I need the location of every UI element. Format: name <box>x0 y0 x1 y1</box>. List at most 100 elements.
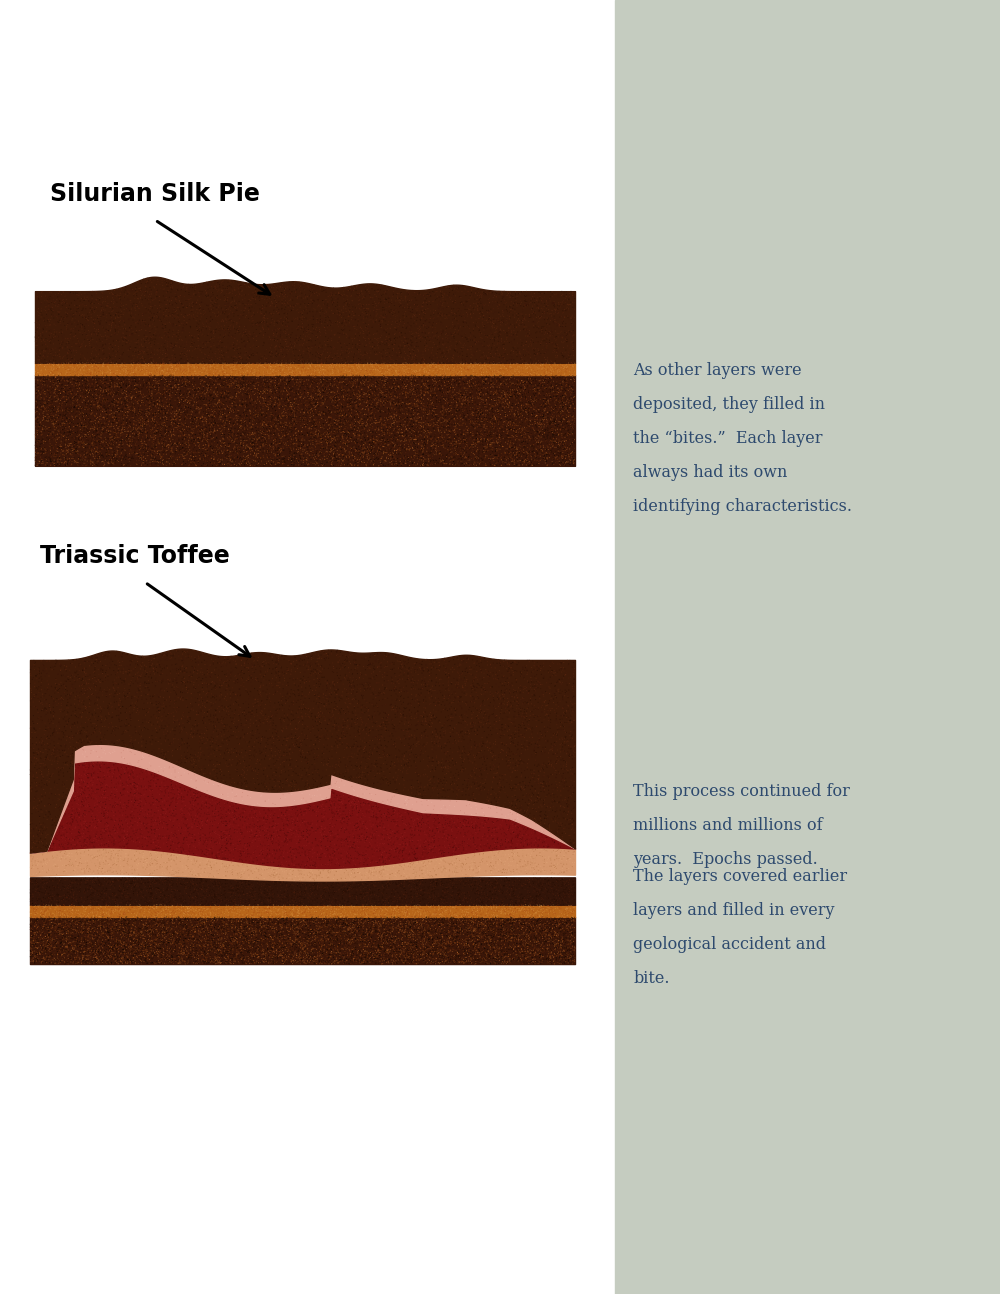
Point <box>244 844 260 864</box>
Point <box>112 314 128 335</box>
Point <box>24 855 40 876</box>
Point <box>143 906 159 927</box>
Point <box>511 905 527 925</box>
Point <box>197 938 213 959</box>
Point <box>152 357 168 378</box>
Point <box>114 365 130 386</box>
Point <box>314 917 330 938</box>
Point <box>81 411 97 432</box>
Point <box>130 690 146 710</box>
Point <box>479 441 495 462</box>
Point <box>73 870 89 890</box>
Point <box>496 925 512 946</box>
Point <box>69 405 85 426</box>
Point <box>411 907 427 928</box>
Point <box>295 770 311 791</box>
Point <box>178 696 194 717</box>
Point <box>281 823 297 844</box>
Point <box>237 951 253 972</box>
Point <box>423 399 439 419</box>
Point <box>88 941 104 961</box>
Point <box>356 738 372 758</box>
Point <box>429 897 445 917</box>
Point <box>179 641 195 661</box>
Point <box>510 789 526 810</box>
Point <box>343 406 359 427</box>
Point <box>154 327 170 348</box>
Point <box>69 357 85 378</box>
Point <box>383 937 399 958</box>
Point <box>197 404 213 424</box>
Point <box>182 374 198 395</box>
Point <box>446 898 462 919</box>
Point <box>300 652 316 673</box>
Point <box>539 361 555 382</box>
Point <box>407 382 423 402</box>
Point <box>525 947 541 968</box>
Point <box>328 383 344 404</box>
Point <box>122 651 138 672</box>
Point <box>101 776 117 797</box>
Point <box>229 421 245 441</box>
Point <box>274 441 290 462</box>
Point <box>66 920 82 941</box>
Point <box>81 855 97 876</box>
Point <box>27 687 43 708</box>
Point <box>51 340 67 361</box>
Point <box>432 695 448 716</box>
Point <box>404 937 420 958</box>
Point <box>33 694 49 714</box>
Point <box>185 277 201 298</box>
Point <box>482 329 498 349</box>
Point <box>473 905 489 925</box>
Point <box>195 351 211 371</box>
Point <box>85 903 101 924</box>
Point <box>113 883 129 903</box>
Point <box>384 945 400 965</box>
Point <box>283 941 299 961</box>
Point <box>314 854 330 875</box>
Point <box>52 758 68 779</box>
Point <box>75 648 91 669</box>
Point <box>564 443 580 463</box>
Point <box>409 807 425 828</box>
Point <box>359 361 375 382</box>
Point <box>208 716 224 736</box>
Point <box>414 933 430 954</box>
Point <box>407 937 423 958</box>
Point <box>500 716 516 736</box>
Point <box>246 410 262 431</box>
Point <box>441 779 457 800</box>
Point <box>319 890 335 911</box>
Point <box>196 881 212 902</box>
Point <box>524 898 540 919</box>
Point <box>199 674 215 695</box>
Point <box>89 774 105 795</box>
Point <box>58 449 74 470</box>
Point <box>471 387 487 408</box>
Point <box>142 932 158 952</box>
Point <box>205 389 221 410</box>
Point <box>67 656 83 677</box>
Point <box>160 404 176 424</box>
Point <box>60 401 76 422</box>
Point <box>425 291 441 312</box>
Point <box>273 889 289 910</box>
Point <box>57 861 73 881</box>
Point <box>207 426 223 446</box>
Point <box>347 657 363 678</box>
Point <box>114 387 130 408</box>
Point <box>185 917 201 938</box>
Point <box>185 415 201 436</box>
Point <box>456 831 472 851</box>
Point <box>107 395 123 415</box>
Point <box>122 771 138 792</box>
Point <box>141 949 157 969</box>
Point <box>367 757 383 778</box>
Point <box>565 912 581 933</box>
Point <box>366 303 382 324</box>
Point <box>202 792 218 813</box>
Point <box>110 375 126 396</box>
Point <box>348 386 364 406</box>
Point <box>313 440 329 461</box>
